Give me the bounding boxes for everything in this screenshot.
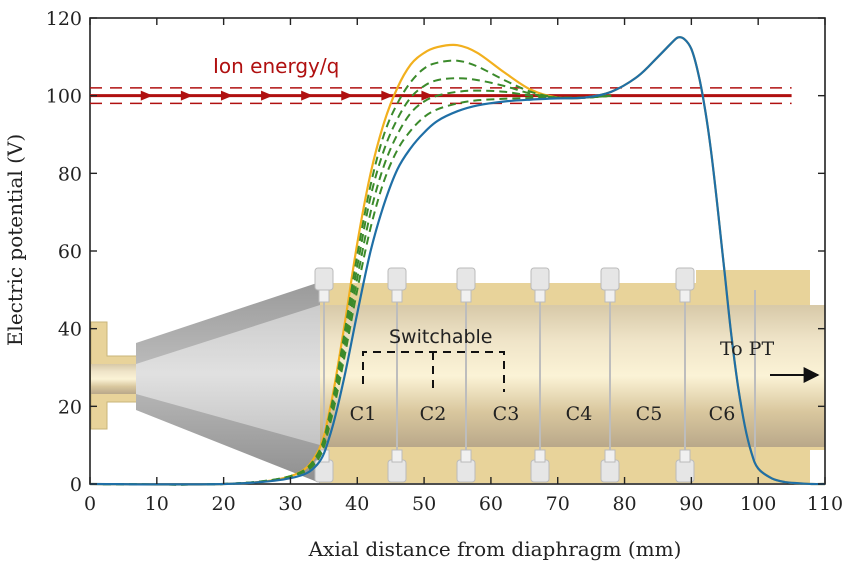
insulator-stem-bottom xyxy=(460,449,472,463)
insulator-stem-top xyxy=(318,289,330,303)
y-tick-label: 80 xyxy=(58,163,82,185)
insulator-stem-top xyxy=(604,289,616,303)
x-tick-label: 0 xyxy=(84,493,96,515)
axis-ticks: 0 10 20 30 40 50 60 70 80 90 100 110 0 20 40 60 80 100 120 xyxy=(46,8,843,515)
x-tick-label: 70 xyxy=(546,493,570,515)
cell-label-c2: C2 xyxy=(420,403,447,425)
cell-label-c5: C5 xyxy=(636,403,663,425)
potential-curve-solid-blue-5 xyxy=(89,36,826,486)
y-tick-label: 100 xyxy=(46,86,82,108)
ion-direction-arrow xyxy=(220,90,233,101)
y-tick-label: 40 xyxy=(58,319,82,341)
end-cap-bottom xyxy=(810,450,825,483)
diaphragm-bore xyxy=(91,364,138,394)
insulator-stem-bottom xyxy=(534,449,546,463)
cell-labels: C1 C2 C3 C4 C5 C6 xyxy=(350,403,736,425)
insulator-stem-bottom xyxy=(391,449,403,463)
potential-curve-dashed-green-2 xyxy=(89,77,612,486)
ion-direction-arrow xyxy=(381,90,394,101)
x-tick-label: 110 xyxy=(807,493,843,515)
insulator-top xyxy=(600,267,620,291)
y-tick-label: 60 xyxy=(58,241,82,263)
ion-direction-arrow xyxy=(261,90,274,101)
cell-label-c4: C4 xyxy=(566,403,593,425)
c6-housing-top xyxy=(696,270,816,290)
insulator-top xyxy=(530,267,550,291)
ion-energy-label: Ion energy/q xyxy=(213,54,339,78)
insulator-stem-top xyxy=(534,289,546,303)
insulator-top xyxy=(675,267,695,291)
potential-curves xyxy=(89,36,826,486)
y-axis-title: Electric potential (V) xyxy=(3,134,27,346)
insulator-top xyxy=(387,267,407,291)
to-pt-label: To PT xyxy=(720,338,774,360)
x-tick-label: 20 xyxy=(212,493,236,515)
insulator-bottom xyxy=(530,459,550,483)
x-tick-label: 80 xyxy=(612,493,636,515)
x-axis-title: Axial distance from diaphragm (mm) xyxy=(308,537,682,561)
c6-housing-bottom xyxy=(696,460,816,483)
y-tick-label: 0 xyxy=(70,474,82,496)
x-tick-label: 60 xyxy=(479,493,503,515)
insulator-top xyxy=(456,267,476,291)
potential-curve-dashed-green-1 xyxy=(89,59,612,486)
x-tick-label: 90 xyxy=(679,493,703,515)
cell-label-c3: C3 xyxy=(493,403,520,425)
end-cap-top xyxy=(810,270,825,305)
potential-curve-dashed-green-4 xyxy=(89,94,612,486)
ion-direction-arrow xyxy=(301,90,314,101)
x-tick-label: 100 xyxy=(740,493,776,515)
ion-trap-schematic xyxy=(90,267,825,483)
ion-direction-arrow xyxy=(421,90,434,101)
cell-label-c1: C1 xyxy=(350,403,377,425)
y-tick-label: 120 xyxy=(46,8,82,30)
cell-label-c6: C6 xyxy=(709,403,736,425)
tube-bore xyxy=(320,305,825,447)
switchable-label: Switchable xyxy=(389,326,493,348)
x-tick-label: 40 xyxy=(345,493,369,515)
insulator-bottom xyxy=(456,459,476,483)
insulator-stem-top xyxy=(391,289,403,303)
ion-direction-arrow xyxy=(140,90,153,101)
insulator-bottom xyxy=(387,459,407,483)
insulator-top xyxy=(314,267,334,291)
insulator-stem-bottom xyxy=(679,449,691,463)
insulator-stem-top xyxy=(460,289,472,303)
switchable-bracket xyxy=(362,351,505,392)
insulator-bottom xyxy=(600,459,620,483)
cone-inner xyxy=(136,305,320,445)
insulator-stem-bottom xyxy=(604,449,616,463)
x-tick-label: 50 xyxy=(412,493,436,515)
x-tick-label: 10 xyxy=(145,493,169,515)
y-tick-label: 20 xyxy=(58,396,82,418)
insulator-stem-top xyxy=(679,289,691,303)
x-tick-label: 30 xyxy=(278,493,302,515)
ion-direction-arrow xyxy=(341,90,354,101)
ion-direction-arrow xyxy=(180,90,193,101)
